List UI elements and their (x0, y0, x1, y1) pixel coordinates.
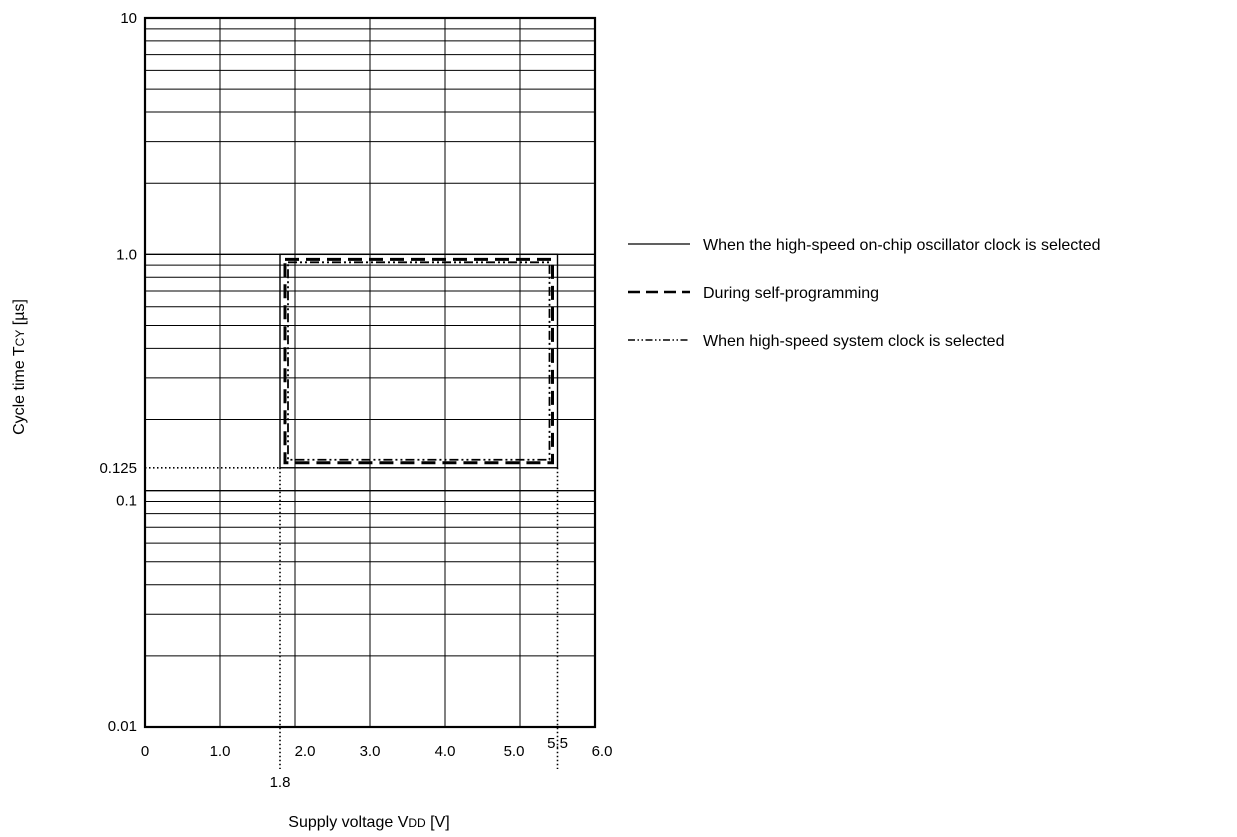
x-tick-label: 3.0 (360, 743, 381, 760)
x-tick-label: 6.0 (592, 743, 613, 760)
legend: When the high-speed on-chip oscillator c… (628, 237, 1101, 350)
series-dashdotdot (287, 261, 551, 461)
y-tick-label: 0.1 (116, 493, 137, 510)
grid-lines (145, 18, 595, 727)
operating-regions (279, 253, 559, 469)
series-dashed (283, 257, 554, 465)
x-axis-title: Supply voltage VDD [V] (288, 814, 449, 831)
annotation-label-x: 5.5 (547, 735, 568, 752)
legend-label-onchip: When the high-speed on-chip oscillator c… (703, 237, 1101, 254)
reference-guides (145, 466, 559, 769)
y-tick-label: 0.01 (108, 718, 137, 735)
x-tick-label: 4.0 (435, 743, 456, 760)
tick-labels: 0.125 1.8 5.5 0 1.0 2.0 3.0 4.0 5.0 6.0 10 1.0 0.1 0.… (99, 10, 612, 791)
x-tick-label: 2.0 (295, 743, 316, 760)
y-tick-label: 10 (120, 10, 137, 27)
annotation-label-y: 0.125 (99, 460, 137, 477)
legend-label-self-programming: During self-programming (703, 285, 879, 302)
x-tick-label: 1.0 (210, 743, 231, 760)
y-tick-label: 1.0 (116, 246, 137, 263)
x-tick-label: 5.0 (504, 743, 525, 760)
x-tick-label: 0 (141, 743, 149, 760)
annotation-label-x: 1.8 (270, 774, 291, 791)
legend-label-system-clock: When high-speed system clock is selected (703, 333, 1004, 350)
series-solid (279, 253, 559, 469)
y-axis-title: Cycle time TCY [µs] (11, 299, 28, 435)
plot-frame (143, 16, 597, 729)
